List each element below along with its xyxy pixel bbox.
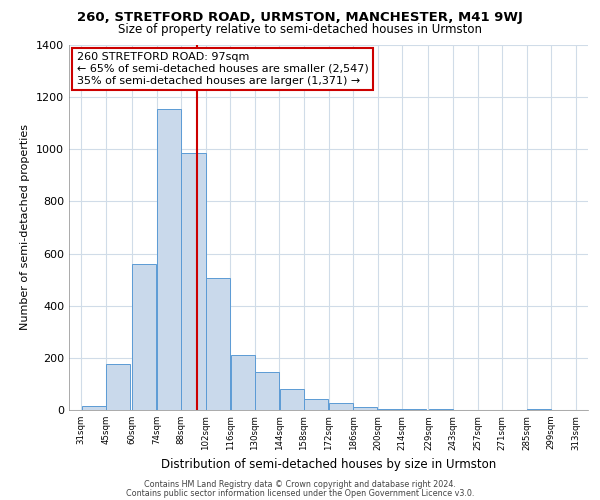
Text: Contains public sector information licensed under the Open Government Licence v3: Contains public sector information licen… xyxy=(126,488,474,498)
X-axis label: Distribution of semi-detached houses by size in Urmston: Distribution of semi-detached houses by … xyxy=(161,458,496,471)
Text: 260, STRETFORD ROAD, URMSTON, MANCHESTER, M41 9WJ: 260, STRETFORD ROAD, URMSTON, MANCHESTER… xyxy=(77,11,523,24)
Bar xyxy=(157,109,181,410)
Bar xyxy=(82,406,106,410)
Bar xyxy=(329,404,353,410)
Bar xyxy=(181,153,206,410)
Bar xyxy=(230,355,254,410)
Text: Size of property relative to semi-detached houses in Urmston: Size of property relative to semi-detach… xyxy=(118,22,482,36)
Bar xyxy=(106,364,130,410)
Bar xyxy=(353,407,377,410)
Bar xyxy=(304,399,328,410)
Bar xyxy=(133,264,157,410)
Bar xyxy=(255,372,279,410)
Bar xyxy=(206,278,230,410)
Text: 260 STRETFORD ROAD: 97sqm
← 65% of semi-detached houses are smaller (2,547)
35% : 260 STRETFORD ROAD: 97sqm ← 65% of semi-… xyxy=(77,52,368,86)
Bar xyxy=(527,408,551,410)
Y-axis label: Number of semi-detached properties: Number of semi-detached properties xyxy=(20,124,31,330)
Bar xyxy=(280,389,304,410)
Text: Contains HM Land Registry data © Crown copyright and database right 2024.: Contains HM Land Registry data © Crown c… xyxy=(144,480,456,489)
Bar xyxy=(378,408,402,410)
Bar xyxy=(403,409,427,410)
